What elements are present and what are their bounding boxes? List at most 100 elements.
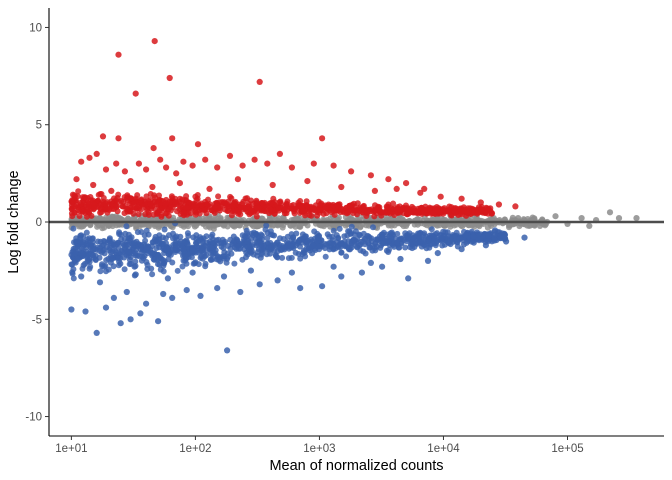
down-point bbox=[160, 234, 166, 241]
up-point bbox=[152, 206, 159, 213]
up-point bbox=[306, 212, 313, 219]
down-point bbox=[184, 241, 191, 248]
down-point bbox=[481, 232, 487, 239]
up-point bbox=[488, 210, 495, 217]
up-point bbox=[378, 209, 385, 216]
up-point bbox=[350, 207, 357, 214]
up-point bbox=[113, 160, 120, 167]
nonsig-point bbox=[484, 224, 491, 231]
down-point bbox=[110, 294, 117, 301]
down-point bbox=[491, 236, 498, 242]
down-point bbox=[144, 250, 151, 257]
up-point bbox=[325, 201, 332, 208]
down-point bbox=[457, 234, 464, 241]
down-point bbox=[142, 237, 149, 244]
down-point bbox=[123, 288, 130, 296]
up-point bbox=[102, 166, 110, 173]
nonsig-point bbox=[230, 222, 237, 229]
down-point bbox=[183, 287, 190, 294]
nonsig-point bbox=[271, 216, 278, 222]
down-point bbox=[441, 233, 448, 240]
up-point bbox=[288, 202, 295, 209]
down-point bbox=[350, 236, 357, 243]
down-point bbox=[117, 320, 124, 327]
up-point bbox=[390, 200, 397, 207]
down-point bbox=[83, 229, 90, 236]
up-point bbox=[93, 150, 100, 157]
down-point bbox=[123, 223, 130, 230]
down-point bbox=[112, 242, 118, 249]
up-point bbox=[118, 198, 125, 204]
down-point bbox=[409, 245, 416, 252]
down-point bbox=[106, 245, 113, 251]
down-point bbox=[334, 239, 340, 246]
up-point bbox=[183, 199, 190, 206]
down-point bbox=[373, 243, 380, 250]
down-point bbox=[165, 256, 172, 263]
down-point bbox=[309, 250, 316, 257]
down-point bbox=[354, 243, 360, 250]
down-point bbox=[126, 261, 133, 268]
down-point bbox=[438, 237, 445, 244]
down-point bbox=[444, 239, 451, 246]
down-point bbox=[193, 240, 200, 247]
down-point bbox=[290, 234, 297, 241]
down-point bbox=[92, 256, 99, 263]
down-point bbox=[210, 239, 217, 246]
down-point bbox=[287, 243, 294, 250]
up-point bbox=[108, 198, 115, 205]
down-point bbox=[345, 228, 352, 235]
down-point bbox=[503, 238, 510, 245]
down-point bbox=[200, 250, 207, 257]
x-tick-label: 1e+05 bbox=[551, 443, 583, 455]
up-point bbox=[256, 78, 263, 85]
nonsig-point bbox=[105, 222, 112, 229]
up-point bbox=[90, 181, 97, 189]
up-point bbox=[403, 180, 410, 187]
up-point bbox=[251, 156, 258, 163]
nonsig-point bbox=[145, 223, 152, 230]
up-point bbox=[330, 201, 337, 208]
down-point bbox=[224, 250, 231, 257]
up-point bbox=[391, 212, 398, 218]
down-point bbox=[380, 229, 387, 236]
down-point bbox=[264, 235, 271, 242]
down-point bbox=[278, 246, 285, 253]
down-point bbox=[324, 231, 331, 238]
down-point bbox=[115, 255, 122, 262]
up-point bbox=[430, 210, 437, 217]
up-point bbox=[371, 213, 378, 220]
up-point bbox=[310, 160, 317, 167]
down-point bbox=[428, 232, 435, 239]
down-point bbox=[149, 239, 156, 246]
down-point bbox=[357, 232, 363, 239]
down-point bbox=[224, 347, 231, 354]
x-tick-label: 1e+01 bbox=[55, 443, 87, 455]
up-point bbox=[264, 160, 271, 167]
down-point bbox=[399, 235, 406, 242]
down-point bbox=[314, 238, 321, 245]
down-point bbox=[345, 244, 352, 251]
up-point bbox=[174, 208, 180, 215]
down-point bbox=[102, 304, 110, 311]
y-tick-label: 10 bbox=[29, 22, 42, 34]
down-point bbox=[73, 238, 79, 245]
down-point bbox=[259, 232, 266, 239]
down-point bbox=[338, 249, 345, 256]
down-point bbox=[155, 251, 162, 258]
down-point bbox=[420, 231, 427, 238]
down-point bbox=[482, 242, 489, 249]
nonsig-point bbox=[287, 222, 294, 229]
up-point bbox=[253, 213, 260, 220]
down-point bbox=[182, 253, 189, 260]
up-point bbox=[192, 193, 199, 200]
down-point bbox=[143, 300, 150, 307]
down-point bbox=[272, 241, 279, 248]
up-point bbox=[73, 176, 80, 183]
down-point bbox=[288, 269, 295, 276]
down-point bbox=[434, 250, 441, 257]
up-point bbox=[237, 211, 244, 218]
down-point bbox=[148, 265, 155, 272]
up-point bbox=[161, 200, 168, 207]
down-point bbox=[329, 233, 336, 240]
